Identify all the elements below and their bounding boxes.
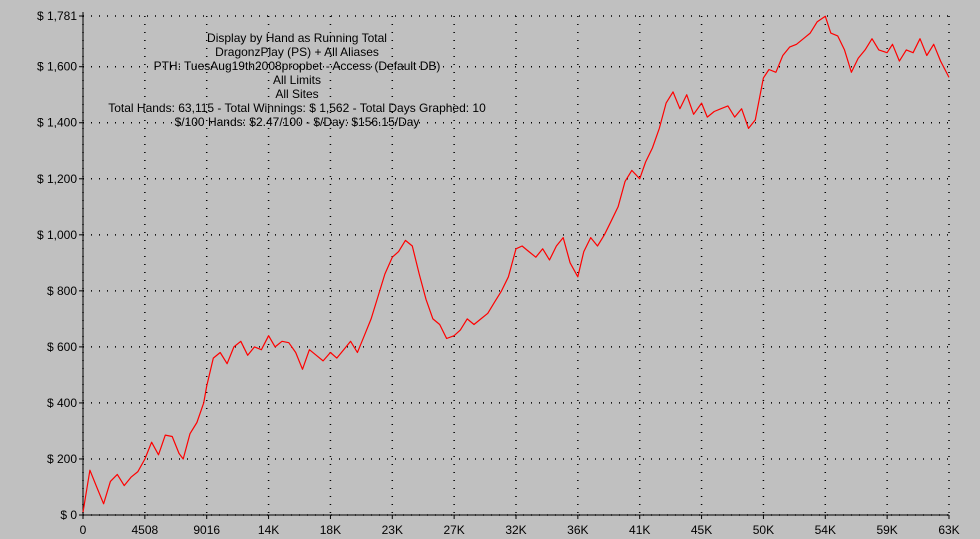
x-tick-label: 54K bbox=[815, 523, 836, 537]
x-tick-label: 45K bbox=[691, 523, 712, 537]
header-line-player: DragonzPlay (PS) + All Aliases bbox=[215, 45, 379, 59]
series-layer bbox=[82, 15, 950, 513]
x-tick-label: 14K bbox=[258, 523, 279, 537]
y-tick-label: $ 1,781 bbox=[37, 9, 77, 23]
x-tick-label: 27K bbox=[443, 523, 464, 537]
y-tick-label: $ 0 bbox=[60, 508, 77, 522]
x-tick-label: 4508 bbox=[132, 523, 159, 537]
x-tick-label: 18K bbox=[320, 523, 341, 537]
x-tick-label: 41K bbox=[629, 523, 650, 537]
x-tick-label: 59K bbox=[876, 523, 897, 537]
running-total-series-line bbox=[82, 15, 950, 513]
header-line-display-mode: Display by Hand as Running Total bbox=[207, 31, 387, 45]
y-tick-label: $ 1,600 bbox=[37, 60, 77, 74]
header-line-database: PTH: TuesAug19th2008propbet - Access (De… bbox=[154, 59, 441, 73]
y-tick-label: $ 1,000 bbox=[37, 228, 77, 242]
y-tick-label: $ 200 bbox=[47, 452, 77, 466]
x-tick-label: 0 bbox=[80, 523, 87, 537]
x-tick-label: 23K bbox=[382, 523, 403, 537]
chart-header: Display by Hand as Running Total Dragonz… bbox=[108, 31, 486, 129]
header-line-sites: All Sites bbox=[275, 87, 318, 101]
x-tick-label: 50K bbox=[753, 523, 774, 537]
x-tick-labels: 0 4508 9016 14K 18K 23K 27K 32K 36K 41K 45K 50K 54K 5… bbox=[80, 515, 960, 537]
grid-lines bbox=[82, 15, 950, 516]
header-line-totals: Total Hands: 63,115 - Total Winnings: $ … bbox=[108, 101, 486, 115]
x-tick-label: 32K bbox=[505, 523, 526, 537]
y-tick-label: $ 400 bbox=[47, 396, 77, 410]
y-tick-label: $ 600 bbox=[47, 340, 77, 354]
header-line-rates: $/100 Hands: $2.47/100 - $/Day: $156.15/… bbox=[175, 115, 420, 129]
x-tick-label: 36K bbox=[567, 523, 588, 537]
x-tick-label: 63K bbox=[938, 523, 959, 537]
y-tick-labels: $ 0 $ 200 $ 400 $ 600 $ 800 $ 1,000 $ 1,200 $ 1… bbox=[37, 9, 83, 522]
x-tick-label: 9016 bbox=[193, 523, 220, 537]
y-tick-label: $ 1,400 bbox=[37, 116, 77, 130]
header-line-limits: All Limits bbox=[273, 73, 321, 87]
y-tick-label: $ 800 bbox=[47, 284, 77, 298]
y-tick-label: $ 1,200 bbox=[37, 172, 77, 186]
